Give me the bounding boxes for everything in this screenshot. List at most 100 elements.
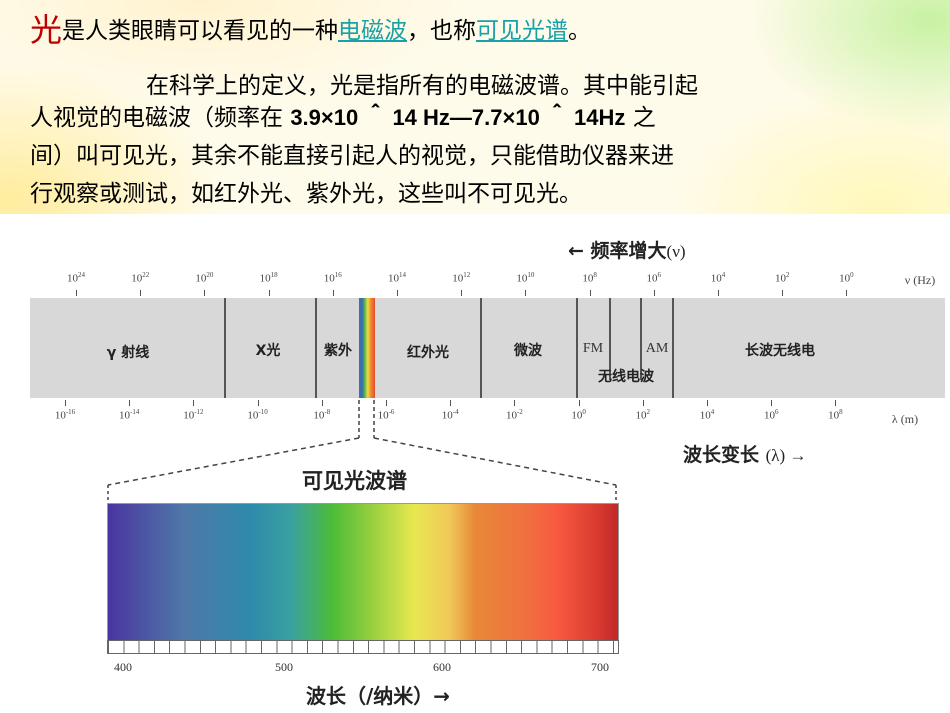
frequency-axis-label: ν (Hz) (904, 273, 936, 287)
wavelength-tick-label: 10-10 (247, 408, 267, 422)
frequency-tick-mark (846, 290, 848, 296)
tick-base: 10 (635, 409, 647, 422)
wavelength-tick-label: 104 (700, 408, 715, 422)
tick-base: 10 (571, 409, 583, 422)
wavelength-tick-mark (771, 400, 773, 406)
nm-label-600: 600 (433, 660, 451, 674)
frequency-tick-label: 106 (647, 271, 662, 285)
tick-exponent: 14 (399, 271, 406, 279)
tick-exponent: 8 (593, 271, 597, 279)
wavelength-tick-label: 10-6 (378, 408, 395, 422)
wavelength-tick-mark (578, 400, 580, 406)
tick-base: 10 (582, 272, 594, 285)
frequency-title-unit: (ν) (666, 242, 686, 261)
frequency-tick-label: 1012 (452, 271, 470, 285)
slide-background (0, 0, 950, 214)
tick-base: 10 (67, 272, 78, 285)
tick-base: 10 (505, 409, 517, 422)
tick-exponent: 6 (774, 408, 779, 416)
wavelength-tick-mark (450, 400, 452, 406)
tick-base: 10 (763, 409, 775, 422)
wavelength-title-unit: (λ) → (765, 446, 807, 465)
text-segment: ，也称 (407, 18, 477, 44)
tick-exponent: 4 (710, 408, 715, 416)
wavelength-tick-label: 10-4 (442, 408, 459, 422)
band-divider (640, 298, 642, 380)
frequency-tick-mark (204, 290, 206, 296)
wavelength-tick-mark (129, 400, 131, 406)
highlight-character: 光 (30, 11, 63, 49)
text-segment: 人视觉的电磁波（频率在 (30, 105, 291, 131)
wavelength-tick-mark (257, 400, 259, 406)
band-am: AM (645, 341, 669, 356)
frequency-title-text: ← 频率增大 (568, 240, 667, 262)
frequency-tick-mark (332, 290, 334, 296)
band-divider (609, 298, 611, 380)
nm-label-500: 500 (275, 660, 293, 674)
wavelength-tick-label: 10-8 (313, 408, 330, 422)
tick-base: 10 (54, 409, 66, 422)
wavelength-tick-mark (514, 400, 516, 406)
wavelength-tick-mark (321, 400, 323, 406)
link-visible-spectrum[interactable]: 可见光谱 (476, 18, 569, 44)
tick-base: 10 (699, 409, 711, 422)
tick-exponent: 22 (142, 271, 150, 279)
visible-light-strip (359, 298, 375, 398)
paragraph-line-1: 光是人类眼睛可以看见的一种电磁波，也称可见光谱。 (30, 14, 591, 47)
wavelength-tick-label: 100 (571, 408, 586, 422)
frequency-tick-label: 104 (711, 271, 726, 285)
tick-base: 10 (441, 409, 453, 422)
wavelength-tick-label: 10-14 (119, 408, 139, 422)
tick-exponent: 0 (850, 271, 854, 279)
tick-base: 10 (131, 272, 143, 285)
band-radio-waves: 无线电波 (598, 369, 654, 385)
tick-base: 10 (828, 409, 840, 422)
nanometer-ruler (107, 640, 619, 654)
tick-exponent: 16 (334, 271, 342, 279)
wavelength-tick-mark (707, 400, 708, 406)
wavelength-title-text: 波长变长 (683, 444, 760, 466)
paragraph-line-2: 在科学上的定义，光是指所有的电磁波谱。其中能引起 (146, 73, 698, 99)
nm-label-400: 400 (114, 660, 132, 674)
wavelength-axis-label: λ (m) (891, 412, 919, 426)
tick-exponent: -6 (388, 408, 395, 416)
frequency-tick-label: 1024 (67, 271, 85, 285)
frequency-range: 3.9×10 ＾ 14 Hz—7.7×10 ＾ 14Hz (290, 105, 626, 130)
link-electromagnetic-wave[interactable]: 电磁波 (338, 18, 408, 44)
text-segment: 。 (568, 18, 592, 44)
tick-exponent: 24 (78, 271, 85, 279)
tick-base: 10 (119, 409, 131, 422)
band-divider (224, 298, 226, 398)
tick-base: 10 (313, 409, 325, 422)
tick-base: 10 (259, 272, 271, 285)
band-infrared: 红外光 (407, 345, 449, 361)
tick-exponent: -12 (194, 408, 204, 416)
tick-base: 10 (388, 272, 399, 285)
text-segment: 之 (625, 105, 656, 131)
wavelength-tick-label: 108 (828, 408, 843, 422)
text-segment: 是人类眼睛可以看见的一种 (62, 18, 339, 44)
wavelength-tick-mark (386, 400, 387, 406)
frequency-increase-title: ← 频率增大(ν) (568, 236, 686, 263)
tick-exponent: -16 (65, 408, 76, 416)
tick-exponent: -8 (324, 408, 331, 416)
tick-exponent: 8 (839, 408, 843, 416)
frequency-tick-mark (718, 290, 719, 296)
tick-base: 10 (516, 272, 528, 285)
band-gamma-rays: γ 射线 (106, 345, 150, 361)
frequency-tick-mark (461, 290, 463, 296)
frequency-tick-mark (589, 290, 591, 296)
wavelength-tick-label: 102 (636, 408, 651, 422)
tick-exponent: 12 (463, 271, 471, 279)
tick-exponent: 20 (206, 271, 214, 279)
paragraph-line-3: 人视觉的电磁波（频率在 3.9×10 ＾ 14 Hz—7.7×10 ＾ 14Hz… (30, 102, 656, 134)
wavelength-tick-mark (65, 400, 66, 406)
tick-base: 10 (452, 272, 464, 285)
tick-exponent: 6 (657, 271, 662, 279)
band-divider (672, 298, 674, 398)
nm-label-700: 700 (591, 660, 609, 674)
frequency-tick-label: 1018 (260, 271, 278, 285)
tick-exponent: -2 (516, 408, 523, 416)
wavelength-tick-label: 10-12 (183, 408, 203, 422)
